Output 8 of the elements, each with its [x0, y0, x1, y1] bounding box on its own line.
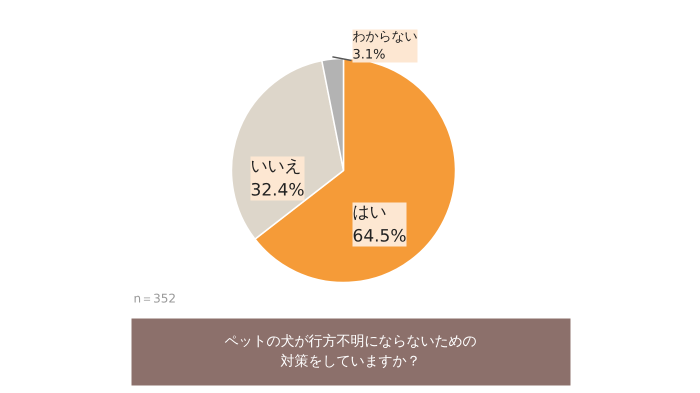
data-label: 32.4%	[250, 180, 305, 200]
data-label: 64.5%	[352, 226, 407, 246]
slice-label: いいえ	[250, 156, 302, 176]
slice-label: はい	[352, 202, 386, 222]
text: n＝352	[134, 292, 176, 306]
data-label: 3.1%	[352, 48, 386, 62]
slice-label: わからない	[352, 30, 418, 44]
text: ペットの犬が行方不明にならないための対策をしていますか？	[224, 334, 476, 370]
